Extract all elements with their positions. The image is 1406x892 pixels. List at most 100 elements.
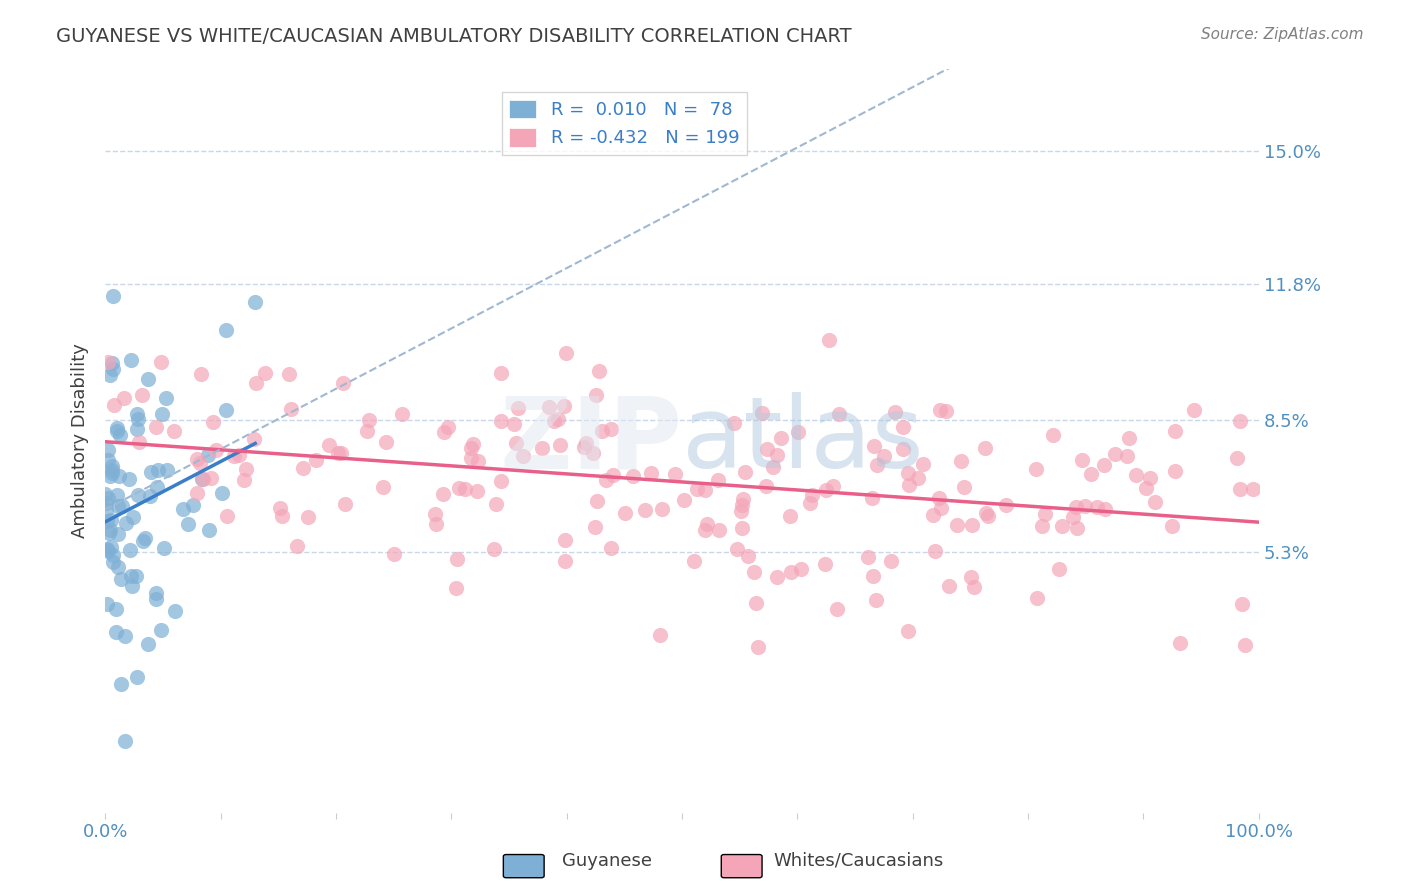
Point xyxy=(152,541,174,556)
Point xyxy=(107,527,129,541)
Point xyxy=(543,414,565,428)
Point xyxy=(96,597,118,611)
Point xyxy=(242,432,264,446)
Point xyxy=(779,508,801,523)
Point xyxy=(103,555,125,569)
Y-axis label: Ambulatory Disability: Ambulatory Disability xyxy=(72,343,89,538)
Point xyxy=(467,454,489,468)
Point xyxy=(150,623,173,637)
Point xyxy=(222,449,245,463)
Point xyxy=(444,581,467,595)
Point xyxy=(588,364,610,378)
Point xyxy=(96,541,118,556)
Point xyxy=(974,506,997,520)
Point xyxy=(145,419,167,434)
Point xyxy=(103,398,125,412)
Point xyxy=(371,480,394,494)
Point xyxy=(245,376,267,390)
Point xyxy=(828,407,851,421)
Point xyxy=(163,424,186,438)
Point xyxy=(1050,518,1073,533)
Point xyxy=(204,443,226,458)
Point xyxy=(1243,482,1265,496)
Point xyxy=(128,435,150,450)
Point xyxy=(357,413,380,427)
Point xyxy=(575,435,598,450)
Point xyxy=(506,401,529,415)
Point xyxy=(1234,638,1257,652)
Point xyxy=(197,448,219,462)
Point xyxy=(731,498,754,512)
Point xyxy=(1184,402,1206,417)
Point xyxy=(107,500,129,514)
Point xyxy=(583,520,606,534)
Point xyxy=(817,333,839,347)
Point xyxy=(433,425,456,439)
Point xyxy=(935,404,957,418)
Point xyxy=(235,462,257,476)
Point xyxy=(860,491,883,505)
Point xyxy=(862,569,884,583)
Point xyxy=(553,399,575,413)
Point xyxy=(866,458,889,472)
Point xyxy=(1031,519,1053,533)
Point xyxy=(97,525,120,540)
Point xyxy=(97,453,120,467)
Point xyxy=(291,460,314,475)
Point xyxy=(505,436,527,450)
Point xyxy=(595,473,617,487)
Point xyxy=(131,388,153,402)
Point xyxy=(599,421,621,435)
Point xyxy=(787,425,810,439)
Point xyxy=(614,506,637,520)
Point xyxy=(572,440,595,454)
Point xyxy=(100,523,122,537)
Point xyxy=(696,516,718,531)
Point xyxy=(217,509,239,524)
Point xyxy=(554,554,576,568)
Point xyxy=(333,497,356,511)
Point xyxy=(1026,591,1049,605)
Point xyxy=(548,438,571,452)
Point xyxy=(215,403,238,417)
Point xyxy=(1115,449,1137,463)
Point xyxy=(1118,431,1140,445)
Point xyxy=(725,541,748,556)
Point xyxy=(585,388,607,402)
Point xyxy=(1229,482,1251,496)
Point xyxy=(489,475,512,489)
Point xyxy=(110,572,132,586)
Point xyxy=(115,516,138,530)
Point xyxy=(245,295,267,310)
Point xyxy=(683,554,706,568)
Point xyxy=(136,637,159,651)
Point xyxy=(651,502,673,516)
Point xyxy=(1164,464,1187,478)
Point xyxy=(1143,494,1166,508)
Point xyxy=(1066,521,1088,535)
Point xyxy=(104,624,127,639)
Point xyxy=(96,514,118,528)
Point xyxy=(634,503,657,517)
Point xyxy=(1033,507,1056,521)
Point xyxy=(114,734,136,748)
Point xyxy=(211,486,233,500)
Point xyxy=(1064,500,1087,514)
Point xyxy=(125,569,148,583)
Point xyxy=(922,508,945,522)
Point xyxy=(591,424,613,438)
Point xyxy=(1092,458,1115,472)
Point xyxy=(897,466,920,480)
Point xyxy=(97,355,120,369)
Point xyxy=(621,469,644,483)
Point xyxy=(446,552,468,566)
Point xyxy=(460,441,482,455)
Point xyxy=(118,472,141,486)
Point xyxy=(125,422,148,436)
Point xyxy=(105,421,128,435)
Point xyxy=(228,448,250,462)
Point xyxy=(436,420,458,434)
Point xyxy=(177,516,200,531)
Point xyxy=(960,569,983,583)
Point xyxy=(100,466,122,480)
